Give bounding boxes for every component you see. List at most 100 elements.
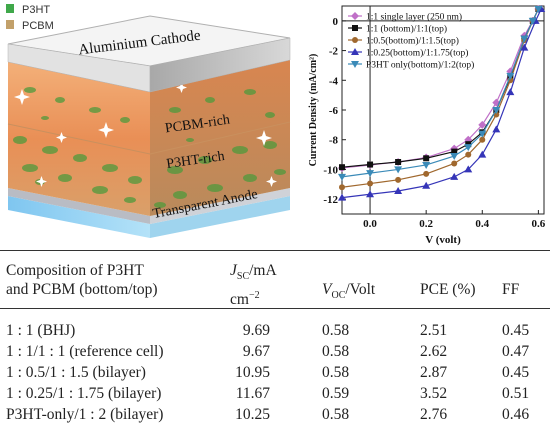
table-cell-ff: 0.47 [502, 343, 530, 360]
table-cell-jsc: 9.69 [242, 322, 270, 339]
cathode-side [149, 37, 291, 93]
legend-label: P3HT only(bottom)/1:2(top) [366, 60, 474, 71]
data-point [450, 153, 459, 161]
x-tick-label: 0.2 [419, 218, 433, 230]
table-cell-voc: 0.59 [322, 385, 350, 402]
data-point [422, 181, 431, 189]
data-point [492, 125, 501, 133]
sparkle-icons [14, 82, 277, 187]
header-jsc-exp: −2 [248, 290, 260, 302]
jv-chart: 0.0 0.2 0.4 0.6 0 -2 -4 -6 -8 -10 -12 1:1 single l… [308, 4, 546, 246]
series-4 [338, 5, 543, 181]
figure-panel: P3HT PCBM [6, 4, 546, 246]
legend-marker [351, 61, 359, 68]
p3ht-legend-label: P3HT [22, 4, 50, 16]
data-point [520, 43, 529, 51]
header-jsc-line2: cm [230, 291, 249, 309]
data-point [451, 160, 458, 167]
header-pce: PCE (%) [420, 281, 476, 298]
data-point [422, 161, 431, 169]
header-jsc-unit: /mA [249, 262, 277, 279]
table-cell-pce: 2.76 [420, 406, 448, 423]
p3ht-domains [13, 87, 286, 208]
data-point [492, 107, 501, 114]
legend-marker [351, 12, 359, 20]
y-axis-label: Current Density (mA/cm²) [308, 54, 319, 167]
table-cell-comp: 1 : 0.25/1 : 1.75 (bilayer) [6, 385, 162, 402]
header-jsc: JSC/mA cm−2 [230, 261, 277, 309]
table-cell-pce: 2.51 [420, 322, 448, 339]
x-tick-label: 0.6 [532, 218, 546, 230]
data-point [465, 151, 472, 158]
table-cell-comp: 1 : 1/1 : 1 (reference cell) [6, 343, 164, 360]
table-cell-ff: 0.45 [502, 322, 530, 339]
table-cell-jsc: 11.67 [235, 385, 270, 402]
data-point [451, 148, 458, 155]
x-tick-label: 0.0 [363, 218, 377, 230]
data-point [338, 193, 346, 201]
data-point [520, 35, 529, 43]
data-point [339, 164, 345, 171]
p3ht-legend-swatch [6, 4, 14, 13]
data-point [366, 190, 375, 198]
table-header-rule [0, 308, 550, 309]
data-point [395, 159, 402, 165]
legend-label: 1:1 (bottom)/1:1(top) [366, 24, 447, 35]
data-point [339, 184, 345, 191]
header-voc-sub: OC [331, 290, 346, 302]
legend-label: 1:1 single layer (250 nm) [366, 12, 462, 23]
series-line [341, 8, 542, 199]
data-point [338, 173, 346, 181]
table-cell-jsc: 10.95 [235, 364, 270, 381]
data-point [506, 72, 515, 80]
substrate-side [150, 188, 290, 224]
header-composition-line2: and PCBM (bottom/top) [6, 281, 158, 298]
table-cell-comp: 1 : 0.5/1 : 1.5 (bilayer) [6, 364, 146, 381]
results-table: Composition of P3HT and PCBM (bottom/top… [0, 250, 550, 432]
table-cell-voc: 0.58 [322, 343, 350, 360]
legend-marker [352, 37, 358, 43]
table-cell-pce: 2.62 [420, 343, 448, 360]
data-point [464, 165, 473, 173]
table-cell-jsc: 9.67 [242, 343, 270, 360]
data-point [367, 180, 374, 187]
y-tick-label: 0 [333, 16, 339, 28]
pcbm-legend-swatch [6, 20, 14, 29]
pcbm-legend-label: PCBM [22, 20, 54, 32]
data-point [423, 155, 430, 162]
header-voc-unit: /Volt [345, 281, 376, 298]
anode-side [150, 196, 290, 238]
data-point [423, 170, 430, 177]
y-tick-label: -10 [323, 164, 338, 176]
legend-marker [352, 25, 358, 31]
data-point [394, 166, 403, 174]
header-composition-line1: Composition of P3HT [6, 262, 144, 279]
data-point [478, 130, 487, 138]
header-jsc-symbol: J [230, 262, 237, 279]
layer-interface [7, 121, 291, 155]
y-tick-label: -8 [329, 135, 339, 147]
table-cell-ff: 0.46 [502, 406, 530, 423]
header-voc: VOC/Volt [322, 280, 375, 305]
x-axis-label: V (volt) [425, 234, 461, 246]
header-voc-symbol: V [322, 281, 332, 298]
table-cell-voc: 0.58 [322, 364, 350, 381]
x-tick-label: 0.4 [475, 218, 489, 230]
table-cell-pce: 2.87 [420, 364, 448, 381]
legend-label: 1:0.5(bottom)/1:1.5(top) [366, 36, 459, 47]
table-top-rule [0, 250, 550, 251]
device-schematic: P3HT PCBM [6, 4, 291, 238]
data-point [528, 17, 537, 25]
data-point [464, 144, 473, 152]
substrate-front [8, 188, 150, 224]
table-cell-jsc: 10.25 [235, 406, 270, 423]
table-cell-comp: P3HT-only/1 : 2 (bilayer) [6, 406, 164, 423]
y-tick-label: -12 [323, 194, 338, 206]
data-point [506, 88, 515, 96]
header-composition: Composition of P3HT and PCBM (bottom/top… [6, 261, 158, 299]
data-point [478, 120, 487, 129]
series-3 [338, 4, 546, 201]
data-point [450, 172, 459, 180]
table-cell-ff: 0.45 [502, 364, 530, 381]
y-tick-label: -2 [329, 46, 339, 58]
